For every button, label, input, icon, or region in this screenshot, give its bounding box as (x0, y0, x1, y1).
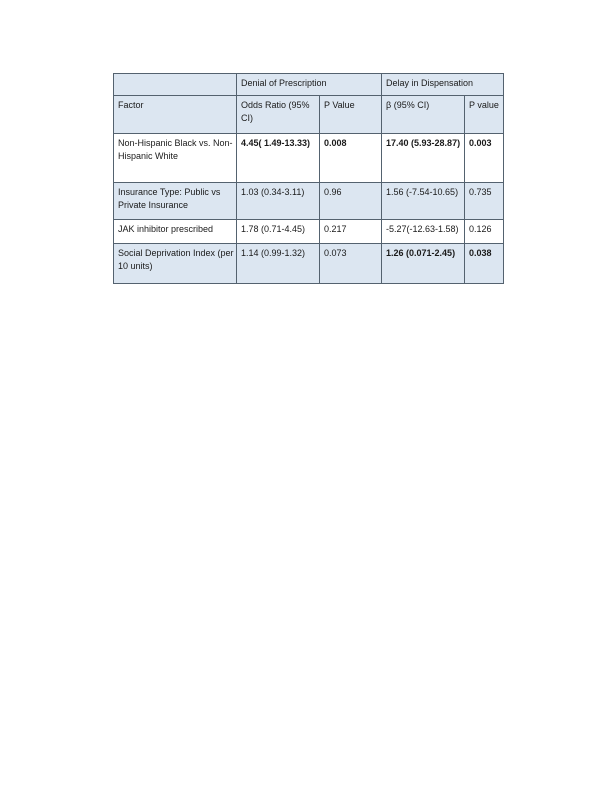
results-table: Denial of Prescription Delay in Dispensa… (113, 73, 505, 284)
cell-p-value-denial: 0.217 (318, 219, 383, 244)
group-header-delay: Delay in Dispensation (381, 73, 505, 96)
column-header-odds-ratio: Odds Ratio (95% CI) (236, 95, 320, 134)
cell-odds-ratio: 4.45( 1.49-13.33) (236, 133, 320, 183)
column-header-row: Factor Odds Ratio (95% CI) P Value β (95… (113, 95, 505, 134)
cell-p-value-denial: 0.96 (318, 182, 383, 220)
group-header-denial: Denial of Prescription (235, 73, 383, 96)
cell-beta: 1.56 (-7.54-10.65) (381, 182, 466, 220)
column-header-p-value-delay: P value (464, 95, 505, 134)
cell-odds-ratio: 1.78 (0.71-4.45) (236, 219, 320, 244)
cell-p-value-delay: 0.735 (464, 182, 505, 220)
cell-p-value-denial: 0.008 (318, 133, 383, 183)
column-header-factor: Factor (113, 95, 237, 134)
group-header-row: Denial of Prescription Delay in Dispensa… (113, 73, 505, 96)
cell-p-value-delay: 0.038 (464, 243, 505, 284)
cell-p-value-delay: 0.003 (464, 133, 505, 183)
table-row: Insurance Type: Public vs Private Insura… (113, 182, 505, 220)
table-row: JAK inhibitor prescribed 1.78 (0.71-4.45… (113, 219, 505, 244)
cell-p-value-denial: 0.073 (318, 243, 383, 284)
cell-odds-ratio: 1.14 (0.99-1.32) (236, 243, 320, 284)
cell-factor: JAK inhibitor prescribed (113, 219, 237, 244)
cell-factor: Non-Hispanic Black vs. Non-Hispanic Whit… (113, 133, 237, 183)
column-header-beta: β (95% CI) (381, 95, 466, 134)
cell-p-value-delay: 0.126 (464, 219, 505, 244)
cell-odds-ratio: 1.03 (0.34-3.11) (236, 182, 320, 220)
cell-beta: 1.26 (0.071-2.45) (381, 243, 466, 284)
cell-factor: Insurance Type: Public vs Private Insura… (113, 182, 237, 220)
cell-beta: -5.27(-12.63-1.58) (381, 219, 466, 244)
table-row: Social Deprivation Index (per 10 units) … (113, 243, 505, 284)
cell-factor: Social Deprivation Index (per 10 units) (113, 243, 237, 284)
column-header-p-value-denial: P Value (318, 95, 383, 134)
corner-cell (113, 73, 237, 96)
cell-beta: 17.40 (5.93-28.87) (381, 133, 466, 183)
table-row: Non-Hispanic Black vs. Non-Hispanic Whit… (113, 133, 505, 183)
